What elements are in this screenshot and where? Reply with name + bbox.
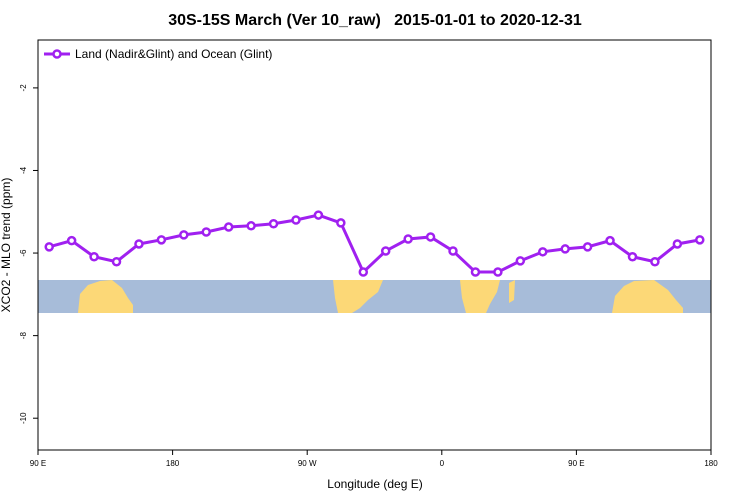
data-point bbox=[448, 246, 458, 256]
data-point bbox=[313, 210, 324, 220]
x-tick-label: 0 bbox=[440, 459, 445, 468]
y-tick-label: -6 bbox=[19, 249, 28, 257]
data-point bbox=[134, 239, 144, 249]
data-point bbox=[695, 235, 705, 245]
x-tick-label: 180 bbox=[166, 459, 180, 468]
data-point bbox=[246, 221, 256, 231]
y-tick-label: -10 bbox=[19, 412, 28, 424]
data-point bbox=[201, 227, 211, 237]
data-point bbox=[89, 252, 99, 262]
data-point bbox=[627, 252, 638, 262]
series-line bbox=[48, 213, 701, 275]
y-tick-label: -2 bbox=[19, 84, 28, 92]
chart-title: 30S-15S March (Ver 10_raw) 2015-01-01 to… bbox=[168, 12, 582, 29]
data-point bbox=[336, 218, 346, 228]
plot-frame bbox=[37, 39, 712, 451]
y-tick-label: -4 bbox=[19, 166, 28, 174]
y-tick-label: -8 bbox=[19, 332, 28, 340]
data-point bbox=[515, 256, 526, 266]
map-band bbox=[38, 280, 711, 313]
data-point bbox=[672, 239, 683, 249]
data-point bbox=[268, 218, 279, 229]
data-point bbox=[650, 256, 660, 267]
data-point bbox=[470, 267, 481, 277]
x-tick-label: 90 W bbox=[298, 459, 317, 468]
data-point bbox=[44, 242, 54, 252]
data-point bbox=[538, 247, 548, 257]
data-point bbox=[493, 267, 503, 277]
x-tick-label: 90 E bbox=[568, 459, 584, 468]
data-point bbox=[582, 242, 593, 252]
legend-text: Land (Nadir&Glint) and Ocean (Glint) bbox=[75, 47, 272, 61]
x-tick-label: 90 E bbox=[30, 459, 46, 468]
x-axis-label: Longitude (deg E) bbox=[327, 477, 422, 491]
data-point bbox=[111, 256, 122, 267]
data-point bbox=[605, 235, 615, 246]
data-point bbox=[425, 232, 436, 242]
y-axis-label: XCO2 - MLO trend (ppm) bbox=[0, 178, 13, 313]
data-point bbox=[156, 235, 167, 245]
data-point bbox=[380, 246, 391, 256]
x-tick-label: 180 bbox=[704, 459, 718, 468]
data-point bbox=[358, 267, 369, 277]
legend-marker bbox=[52, 49, 62, 59]
data-point bbox=[179, 230, 189, 240]
data-point bbox=[66, 235, 77, 246]
data-point bbox=[223, 222, 234, 232]
data-point bbox=[560, 244, 570, 254]
data-point bbox=[403, 234, 413, 244]
data-point bbox=[291, 215, 301, 225]
